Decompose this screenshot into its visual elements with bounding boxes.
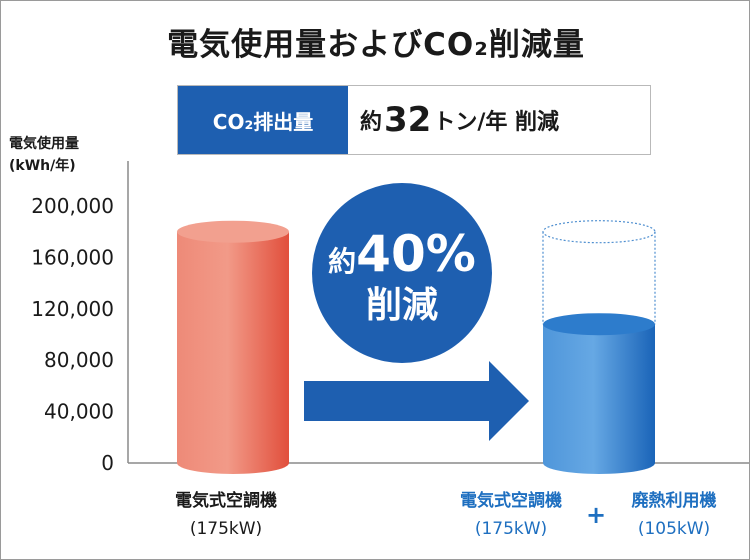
category-left-sub: (175kW) xyxy=(189,519,263,539)
badge-line1: 約40% xyxy=(328,225,476,283)
badge-value: 40% xyxy=(356,225,476,283)
y-axis-label-line2: (kWh/年) xyxy=(9,158,76,174)
co2-banner-label: CO₂排出量 xyxy=(178,86,348,154)
co2-number: 32 xyxy=(384,100,432,140)
outline-top xyxy=(542,220,656,244)
co2-banner-value: 約 32 トン/年 削減 xyxy=(348,86,650,154)
y-tick-label: 80,000 xyxy=(44,348,114,372)
co2-suffix: トン/年 削減 xyxy=(433,110,560,135)
bar-body xyxy=(543,324,655,474)
y-tick-label: 40,000 xyxy=(44,400,114,424)
bar-top xyxy=(177,220,289,243)
bar-after-original-outline xyxy=(542,220,656,325)
category-right-2-sub: (105kW) xyxy=(637,519,711,539)
bar-after xyxy=(543,313,655,474)
badge-line2: 削減 xyxy=(366,285,438,326)
y-tick-label: 200,000 xyxy=(31,194,114,218)
co2-banner: CO₂排出量 約 32 トン/年 削減 xyxy=(177,85,651,155)
category-right-2: 廃熱利用機 (105kW) xyxy=(611,487,737,543)
y-tick-label: 0 xyxy=(101,451,114,475)
y-axis-label-line1: 電気使用量 xyxy=(9,136,79,152)
chart-title: 電気使用量およびCO₂削減量 xyxy=(167,27,585,63)
y-tick-label: 160,000 xyxy=(31,245,114,269)
y-axis-label: 電気使用量 (kWh/年) xyxy=(9,133,79,177)
plus-sign: + xyxy=(586,501,607,529)
category-left-name: 電気式空調機 xyxy=(175,491,277,511)
bar-body xyxy=(177,231,289,474)
category-left: 電気式空調機 (175kW) xyxy=(151,487,301,543)
badge-prefix: 約 xyxy=(328,245,356,278)
bar-before xyxy=(177,220,289,474)
reduction-badge xyxy=(312,183,492,363)
category-right-2-name: 廃熱利用機 xyxy=(631,491,717,511)
co2-prefix: 約 xyxy=(360,110,383,135)
right-arrow-icon xyxy=(304,361,529,441)
y-tick-label: 120,000 xyxy=(31,297,114,321)
category-right-1-name: 電気式空調機 xyxy=(460,491,562,511)
bar-top xyxy=(543,313,655,336)
category-right-1: 電気式空調機 (175kW) xyxy=(446,487,576,543)
category-right-1-sub: (175kW) xyxy=(474,519,548,539)
